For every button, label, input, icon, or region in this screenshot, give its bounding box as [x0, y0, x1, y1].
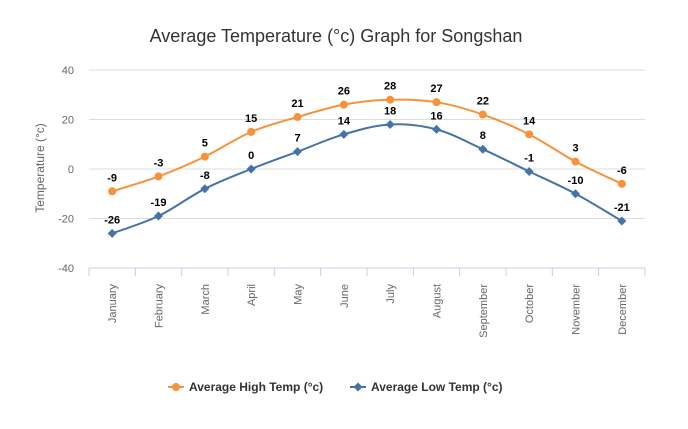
x-tick-label: December: [617, 284, 629, 335]
x-tick-label: April: [246, 284, 258, 306]
data-point-low[interactable]: [154, 211, 163, 221]
y-axis-label: Temperature (°c): [33, 123, 47, 213]
data-label-low: -19: [151, 197, 167, 209]
data-label-low: -21: [614, 202, 630, 214]
x-tick-label: October: [524, 284, 536, 323]
legend-label: Average High Temp (°c): [189, 380, 323, 394]
data-point-low[interactable]: [617, 216, 627, 226]
data-point-high[interactable]: [432, 98, 441, 107]
y-tick-label: 40: [62, 65, 74, 77]
data-point-low[interactable]: [571, 189, 580, 199]
y-tick-label: -40: [58, 263, 74, 275]
data-label-high: 22: [477, 96, 489, 108]
legend-label: Average Low Temp (°c): [371, 380, 503, 394]
data-label-high: 26: [338, 86, 350, 98]
data-point-high[interactable]: [247, 127, 256, 136]
data-label-low: 16: [430, 110, 442, 122]
y-tick-label: 0: [68, 164, 74, 176]
data-point-high[interactable]: [386, 95, 395, 104]
data-label-low: 0: [248, 150, 254, 162]
legend-item-low[interactable]: Average Low Temp (°c): [350, 380, 503, 394]
data-point-high[interactable]: [617, 179, 626, 188]
data-point-low[interactable]: [524, 166, 534, 176]
x-tick-label: June: [339, 284, 351, 308]
data-label-low: 18: [384, 105, 396, 117]
data-point-high[interactable]: [525, 130, 534, 139]
data-point-low[interactable]: [339, 129, 349, 139]
data-label-low: -8: [200, 170, 210, 182]
data-label-layer: -9 -3 5 15 21 26 28 27 22 14 3 -6 -26 -19 -8 0 7 14 18 16 8 -…: [104, 81, 630, 227]
series-line-high: [111, 98, 623, 193]
data-point-high[interactable]: [571, 157, 580, 166]
x-tick-label: July: [385, 284, 397, 304]
data-label-high: -3: [154, 157, 164, 169]
chart-title: Average Temperature (°c) Graph for Songs…: [150, 26, 523, 46]
data-point-low[interactable]: [432, 124, 441, 134]
data-point-low[interactable]: [385, 119, 395, 129]
data-point-high[interactable]: [339, 100, 348, 109]
series-line-low: [111, 123, 623, 235]
x-tick-label: March: [200, 284, 212, 315]
x-tick-label: September: [478, 284, 490, 338]
data-label-high: 21: [291, 98, 303, 110]
legend-item-high[interactable]: Average High Temp (°c): [168, 380, 323, 394]
x-tick-label: November: [571, 284, 583, 335]
data-label-low: 8: [480, 130, 486, 142]
data-label-low: 14: [338, 115, 351, 127]
x-tick-label: February: [154, 284, 166, 329]
data-label-low: 7: [294, 133, 300, 145]
x-tick-label: January: [107, 284, 119, 324]
data-label-high: 14: [523, 115, 536, 127]
legend-marker: [353, 382, 363, 392]
x-tick-label: August: [432, 284, 444, 318]
data-label-high: 15: [245, 113, 257, 125]
grid-layer: 40 20 0 -20 -40: [58, 65, 645, 275]
data-point-low[interactable]: [200, 184, 210, 194]
data-point-high[interactable]: [154, 172, 163, 181]
x-tick-label: May: [293, 284, 305, 305]
data-point-high[interactable]: [200, 152, 209, 161]
data-point-low[interactable]: [293, 147, 302, 157]
data-point-low[interactable]: [478, 144, 488, 154]
data-label-low: -1: [524, 152, 534, 164]
legend: Average High Temp (°c) Average Low Temp (…: [168, 380, 503, 394]
data-point-high[interactable]: [478, 110, 487, 119]
y-tick-label: 20: [62, 115, 74, 127]
data-label-high: 5: [202, 138, 208, 150]
x-axis: January February March April May June July Augu…: [88, 267, 646, 338]
legend-marker: [172, 383, 180, 391]
data-point-high[interactable]: [293, 113, 302, 122]
y-tick-label: -20: [58, 214, 74, 226]
data-label-low: -26: [104, 214, 120, 226]
data-label-high: 27: [430, 83, 442, 95]
data-point-high[interactable]: [108, 187, 117, 196]
data-point-low[interactable]: [246, 164, 256, 174]
series-layer: [107, 95, 627, 238]
data-label-high: 28: [384, 81, 396, 93]
data-label-high: -9: [107, 172, 117, 184]
data-label-high: 3: [572, 143, 578, 155]
data-point-low[interactable]: [107, 228, 117, 238]
data-label-high: -6: [617, 165, 627, 177]
data-label-low: -10: [568, 175, 584, 187]
